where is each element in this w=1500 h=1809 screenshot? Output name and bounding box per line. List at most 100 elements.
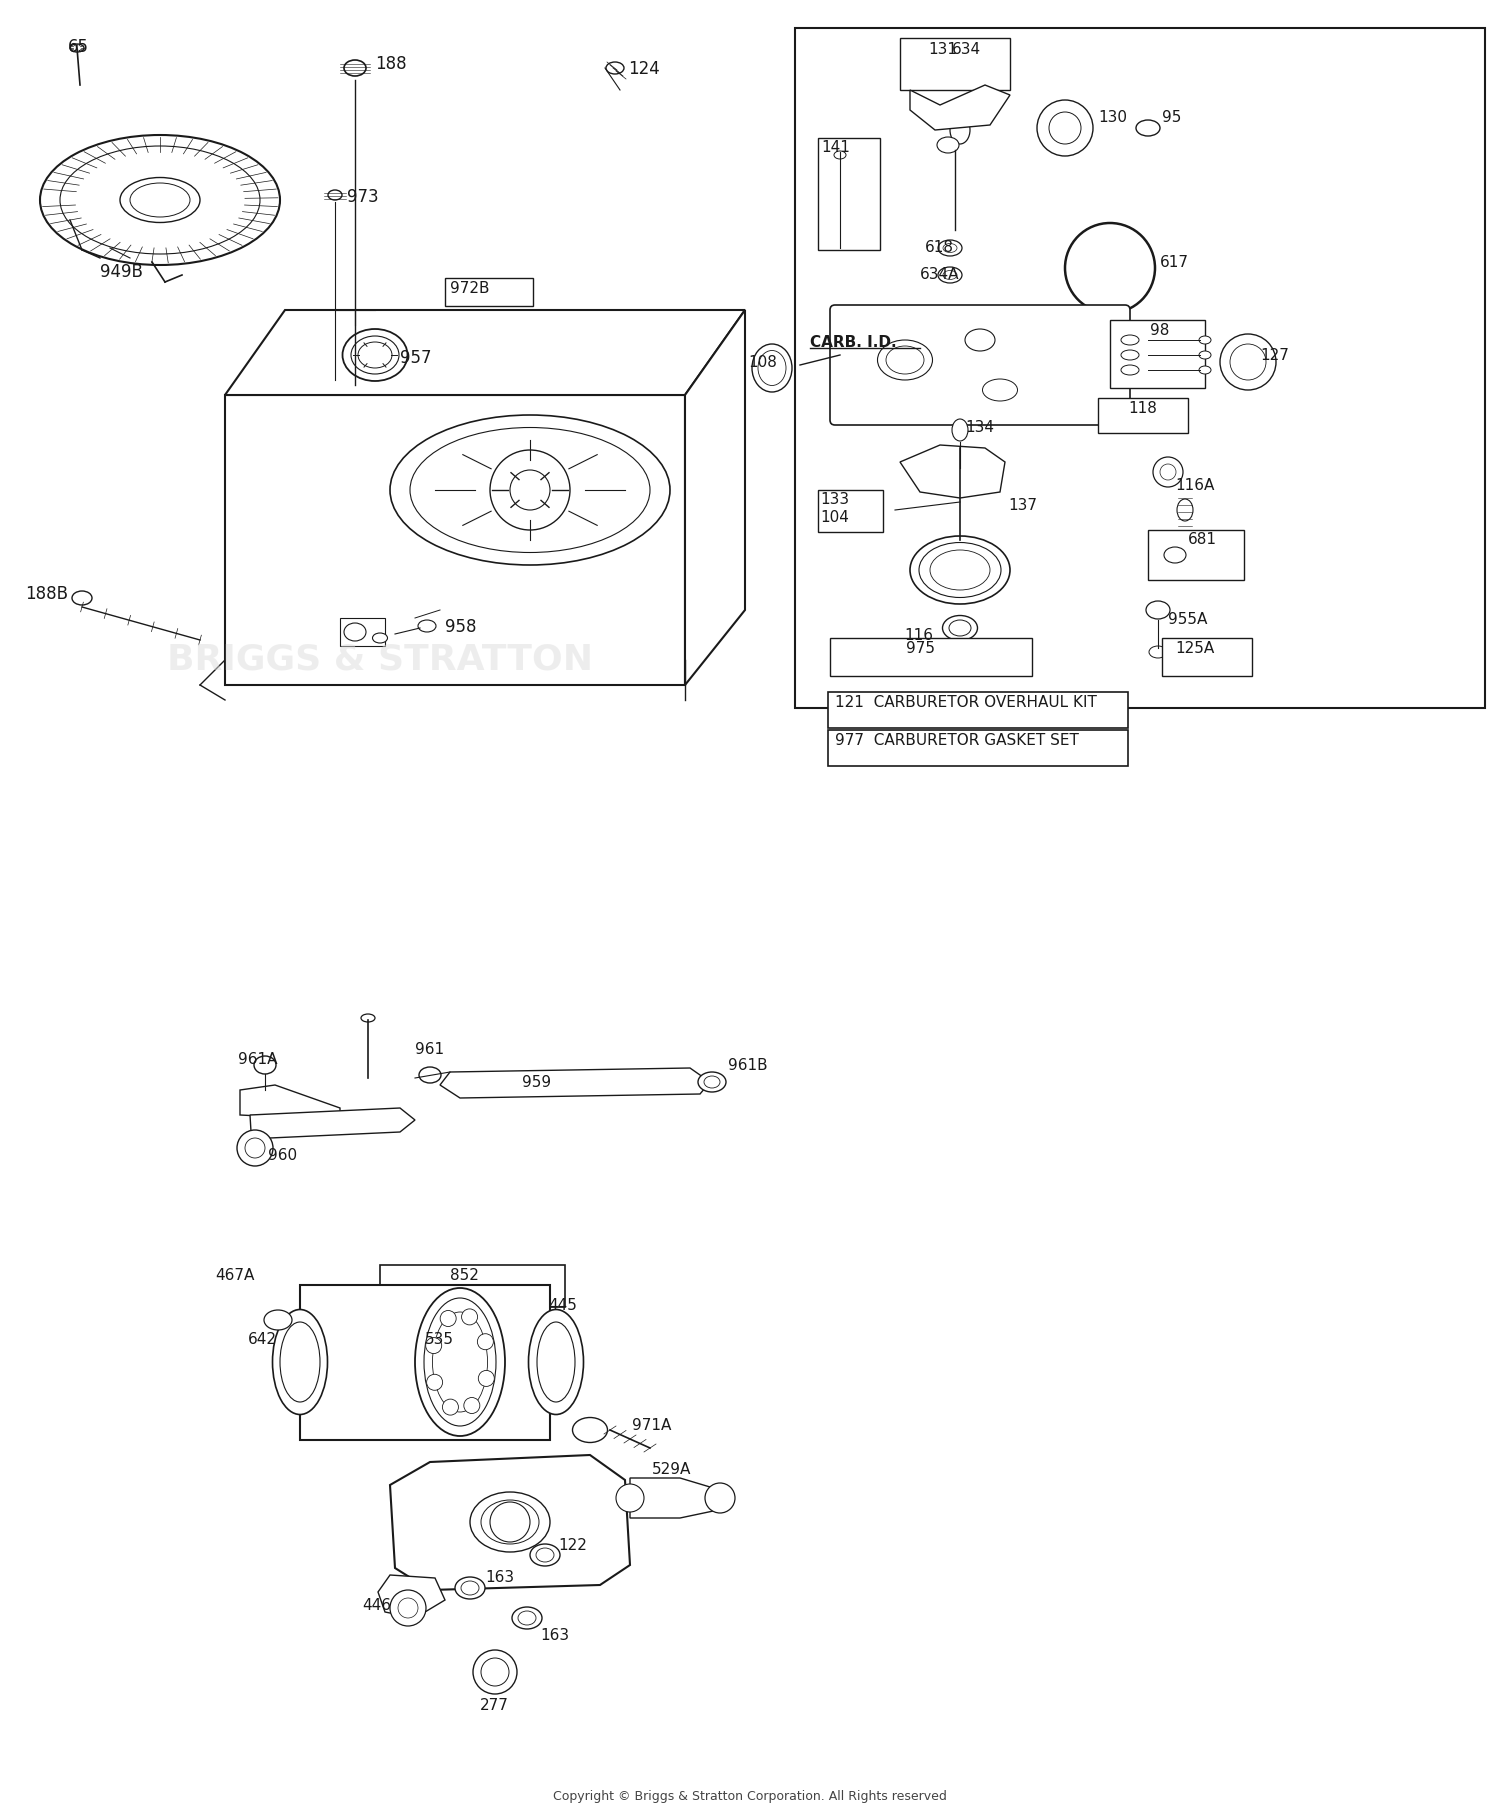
Bar [830, 639, 1032, 677]
Text: 977  CARBURETOR GASKET SET: 977 CARBURETOR GASKET SET [836, 733, 1078, 747]
Text: 961B: 961B [728, 1058, 768, 1073]
Ellipse shape [1136, 119, 1160, 136]
Ellipse shape [964, 329, 994, 351]
Text: 973: 973 [346, 188, 378, 206]
Ellipse shape [1146, 601, 1170, 619]
Text: 535: 535 [424, 1331, 454, 1348]
Bar [828, 731, 1128, 765]
Ellipse shape [518, 1612, 536, 1624]
Ellipse shape [328, 190, 342, 201]
Ellipse shape [834, 150, 846, 159]
Ellipse shape [530, 1545, 560, 1567]
Circle shape [1220, 335, 1276, 391]
Bar [828, 693, 1128, 727]
Ellipse shape [72, 592, 92, 604]
Ellipse shape [344, 622, 366, 640]
Text: 118: 118 [1128, 402, 1156, 416]
Text: 108: 108 [748, 355, 777, 371]
Polygon shape [251, 1107, 416, 1149]
Text: 972B: 972B [450, 280, 489, 297]
Polygon shape [630, 1478, 720, 1518]
Bar [446, 279, 532, 306]
Circle shape [442, 1398, 459, 1415]
Ellipse shape [1120, 335, 1138, 346]
Circle shape [464, 1398, 480, 1413]
Circle shape [1160, 463, 1176, 479]
Ellipse shape [944, 244, 957, 253]
Bar [818, 137, 880, 250]
Bar [1162, 639, 1252, 677]
Ellipse shape [372, 633, 387, 642]
Text: 95: 95 [1162, 110, 1182, 125]
Text: 188B: 188B [26, 584, 68, 602]
Ellipse shape [482, 1500, 538, 1545]
Ellipse shape [419, 1067, 441, 1084]
Circle shape [490, 1501, 530, 1541]
Ellipse shape [528, 1310, 584, 1415]
Ellipse shape [942, 615, 978, 640]
Polygon shape [910, 85, 1010, 130]
Circle shape [426, 1375, 442, 1391]
Ellipse shape [886, 346, 924, 374]
Circle shape [477, 1333, 494, 1350]
Ellipse shape [60, 147, 260, 253]
Ellipse shape [704, 1076, 720, 1087]
Ellipse shape [982, 380, 1017, 402]
Ellipse shape [70, 43, 84, 52]
Ellipse shape [606, 62, 624, 74]
Circle shape [1154, 458, 1184, 487]
Ellipse shape [536, 1549, 554, 1561]
Text: 467A: 467A [214, 1268, 255, 1283]
Bar [795, 27, 1485, 707]
Circle shape [616, 1483, 644, 1512]
Text: 163: 163 [484, 1570, 514, 1585]
Polygon shape [686, 309, 746, 686]
Polygon shape [900, 445, 1005, 497]
Ellipse shape [1198, 351, 1210, 358]
Text: 852: 852 [450, 1268, 478, 1283]
Ellipse shape [1198, 365, 1210, 374]
Text: Copyright © Briggs & Stratton Corporation. All Rights reserved: Copyright © Briggs & Stratton Corporatio… [554, 1789, 946, 1804]
Ellipse shape [419, 620, 436, 631]
Text: 98: 98 [1150, 324, 1170, 338]
Circle shape [1036, 99, 1094, 156]
Circle shape [705, 1483, 735, 1512]
Ellipse shape [460, 1581, 478, 1596]
Ellipse shape [944, 271, 957, 280]
Text: 975: 975 [906, 640, 934, 657]
Ellipse shape [956, 105, 984, 125]
Bar [1148, 530, 1244, 581]
Circle shape [1048, 112, 1082, 145]
Ellipse shape [910, 535, 1010, 604]
Text: 188: 188 [375, 54, 406, 72]
Circle shape [390, 1590, 426, 1626]
Text: 681: 681 [1188, 532, 1216, 546]
Text: 960: 960 [268, 1149, 297, 1163]
Text: 617: 617 [1160, 255, 1190, 270]
Circle shape [398, 1597, 418, 1617]
Ellipse shape [950, 116, 970, 145]
Circle shape [472, 1650, 518, 1693]
Text: 104: 104 [821, 510, 849, 525]
Ellipse shape [537, 1322, 574, 1402]
Text: 116: 116 [904, 628, 933, 642]
Bar [1110, 320, 1204, 387]
Text: 949B: 949B [100, 262, 142, 280]
Ellipse shape [1178, 499, 1192, 521]
Polygon shape [390, 1454, 630, 1590]
Ellipse shape [1198, 336, 1210, 344]
Polygon shape [225, 394, 686, 686]
Ellipse shape [938, 241, 962, 257]
Text: 137: 137 [1008, 497, 1036, 514]
Text: 961: 961 [416, 1042, 444, 1056]
Ellipse shape [758, 351, 786, 385]
Text: 529A: 529A [652, 1462, 692, 1476]
Text: 122: 122 [558, 1538, 586, 1552]
Ellipse shape [454, 1577, 484, 1599]
Circle shape [482, 1659, 508, 1686]
Bar [900, 38, 1010, 90]
Text: 125A: 125A [1174, 640, 1215, 657]
Ellipse shape [130, 183, 190, 217]
Text: 130: 130 [1098, 110, 1126, 125]
FancyBboxPatch shape [830, 306, 1130, 425]
